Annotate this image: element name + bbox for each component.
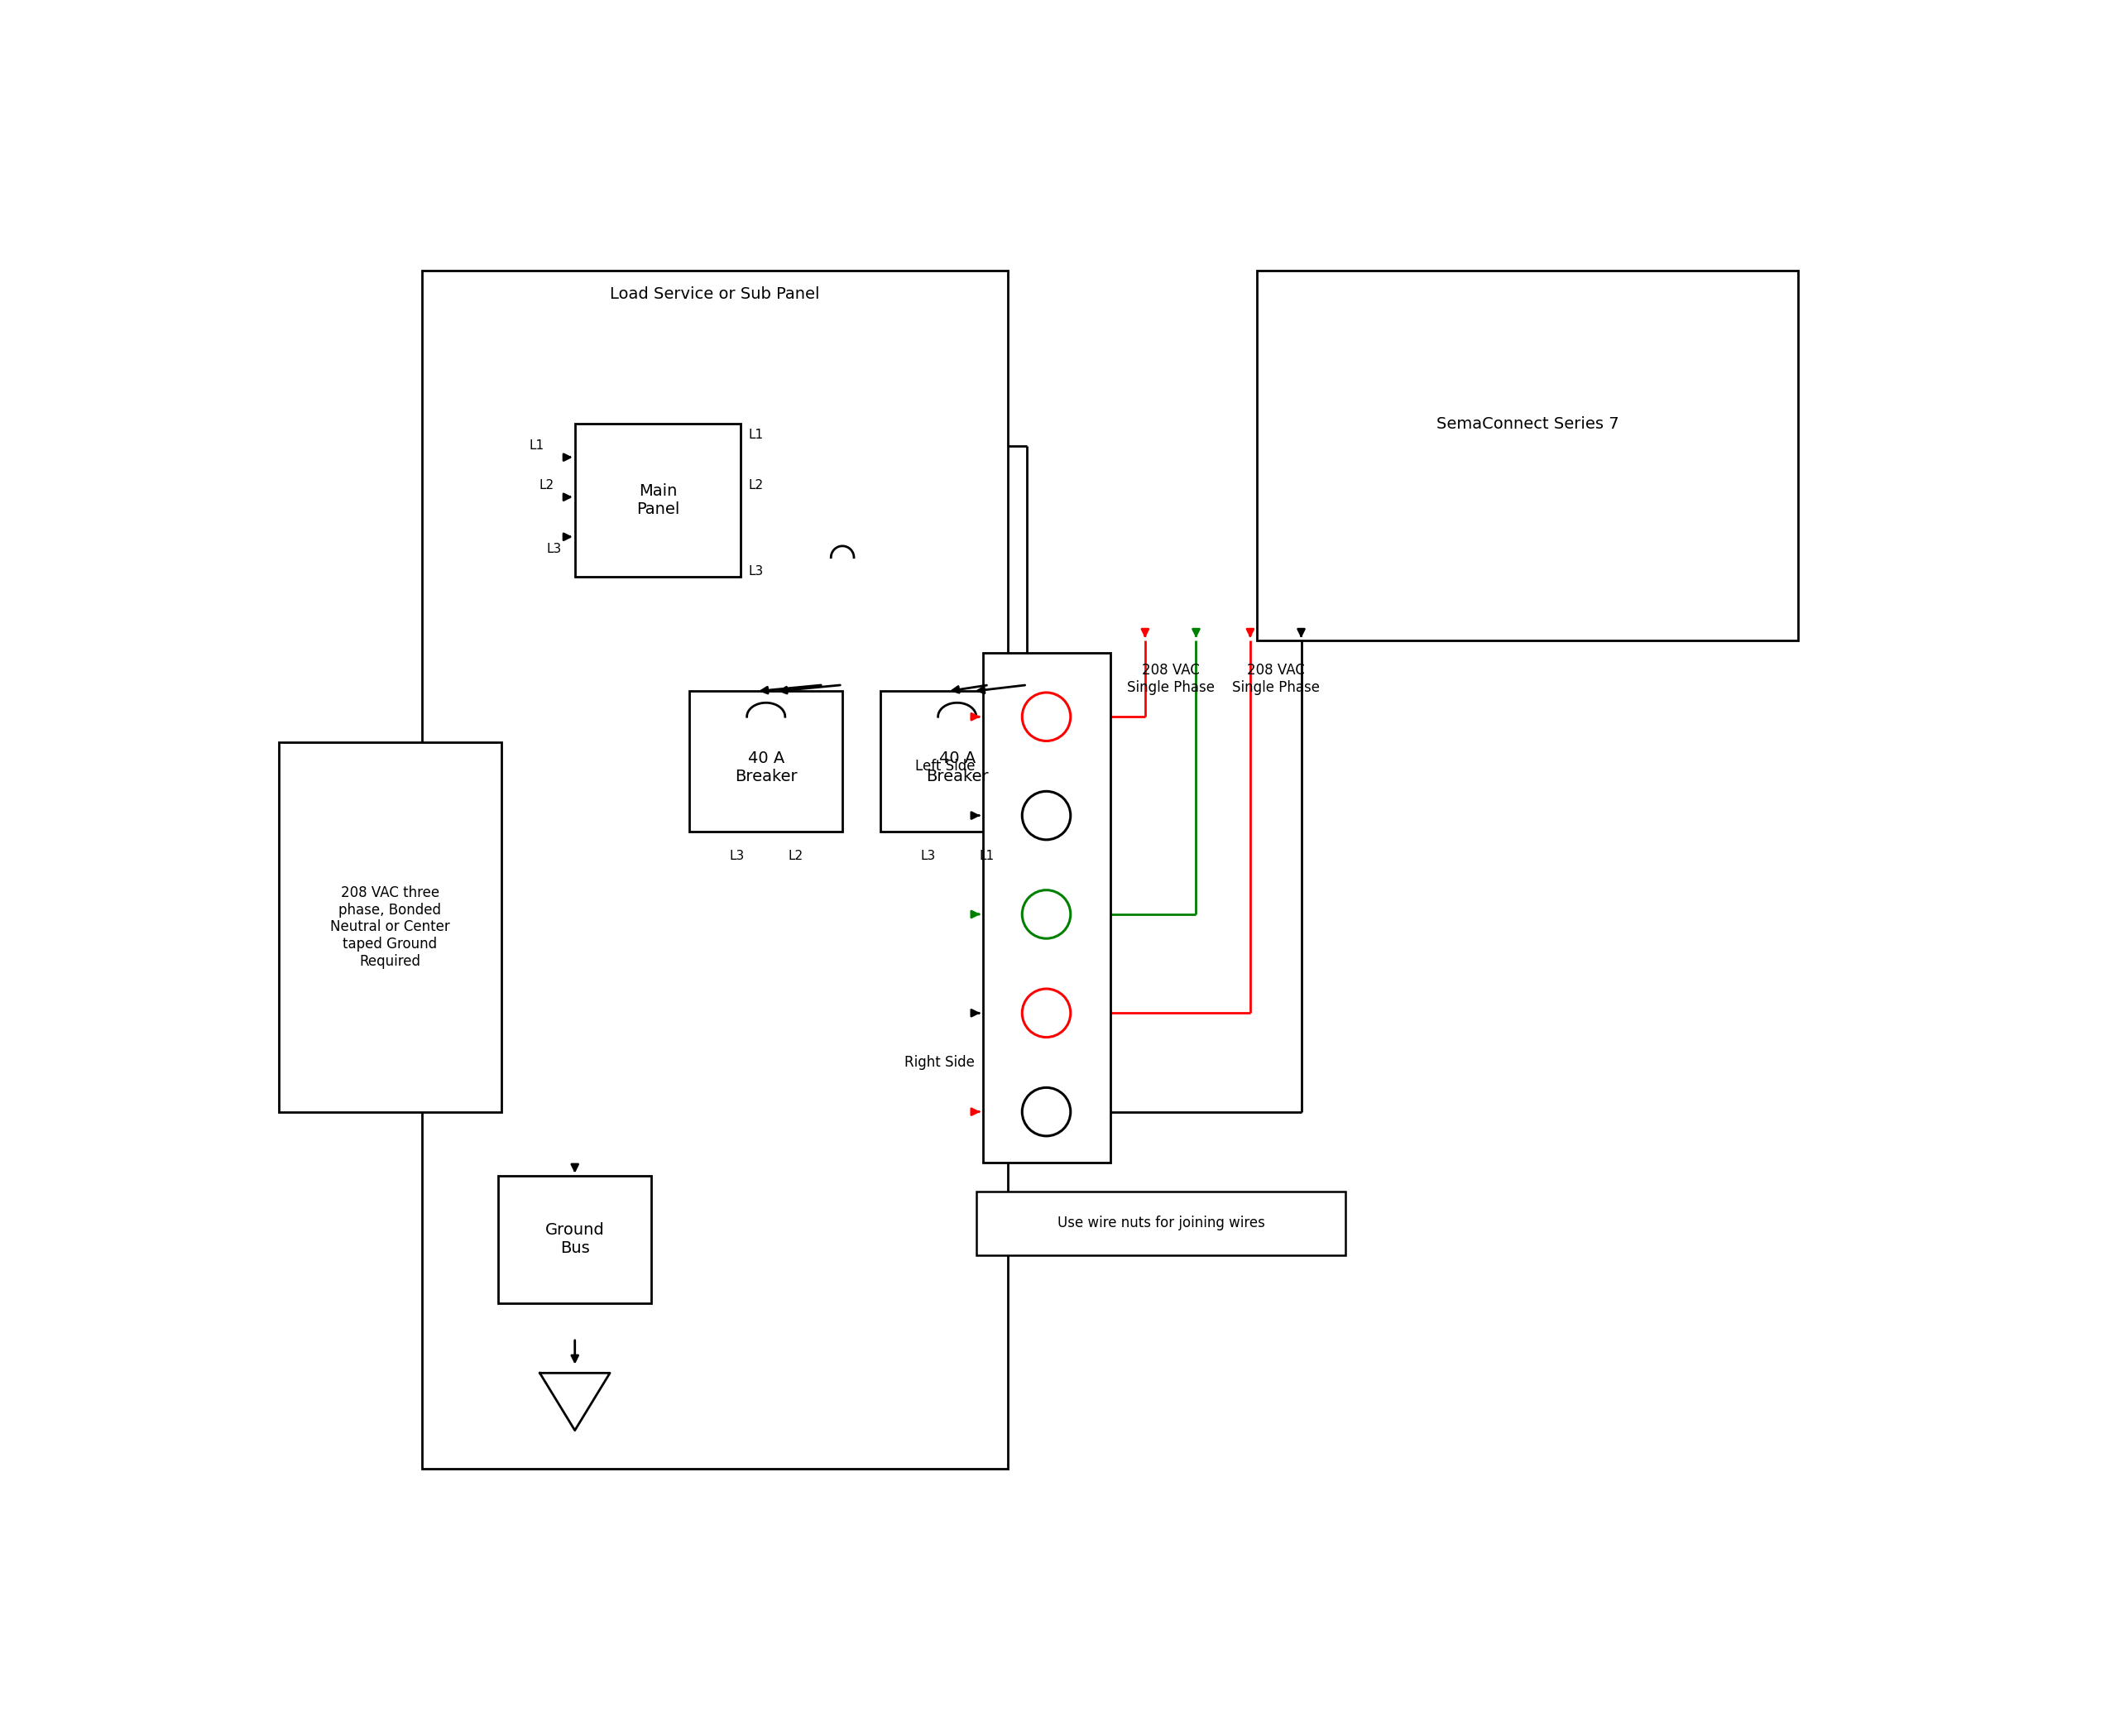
Bar bbox=[880, 691, 1034, 832]
Text: Ground
Bus: Ground Bus bbox=[544, 1222, 606, 1257]
Text: 40 A
Breaker: 40 A Breaker bbox=[926, 750, 987, 785]
Text: L1: L1 bbox=[530, 439, 544, 451]
Bar bbox=[983, 653, 1110, 1163]
Text: SemaConnect Series 7: SemaConnect Series 7 bbox=[1437, 417, 1618, 432]
Text: L1: L1 bbox=[979, 851, 994, 863]
Text: L3: L3 bbox=[920, 851, 937, 863]
Text: L1: L1 bbox=[749, 429, 764, 441]
Text: L3: L3 bbox=[749, 566, 764, 578]
Text: L2: L2 bbox=[538, 479, 553, 491]
Text: 208 VAC
Single Phase: 208 VAC Single Phase bbox=[1232, 663, 1319, 694]
Bar bbox=[1258, 271, 1798, 641]
Bar bbox=[977, 1191, 1346, 1255]
Bar bbox=[279, 743, 502, 1111]
Text: 208 VAC three
phase, Bonded
Neutral or Center
taped Ground
Required: 208 VAC three phase, Bonded Neutral or C… bbox=[329, 885, 449, 969]
Text: L2: L2 bbox=[749, 479, 764, 491]
Bar bbox=[498, 1175, 652, 1304]
Text: Use wire nuts for joining wires: Use wire nuts for joining wires bbox=[1057, 1215, 1264, 1231]
Text: Right Side: Right Side bbox=[905, 1055, 975, 1069]
Text: L3: L3 bbox=[546, 543, 561, 556]
Text: L3: L3 bbox=[730, 851, 745, 863]
Bar bbox=[422, 271, 1009, 1469]
Text: 208 VAC
Single Phase: 208 VAC Single Phase bbox=[1127, 663, 1215, 694]
Text: Load Service or Sub Panel: Load Service or Sub Panel bbox=[610, 286, 821, 302]
Bar bbox=[574, 424, 741, 576]
Bar bbox=[690, 691, 842, 832]
Text: L2: L2 bbox=[789, 851, 804, 863]
Text: Main
Panel: Main Panel bbox=[635, 483, 679, 517]
Text: Left Side: Left Side bbox=[916, 759, 975, 774]
Text: 40 A
Breaker: 40 A Breaker bbox=[734, 750, 798, 785]
